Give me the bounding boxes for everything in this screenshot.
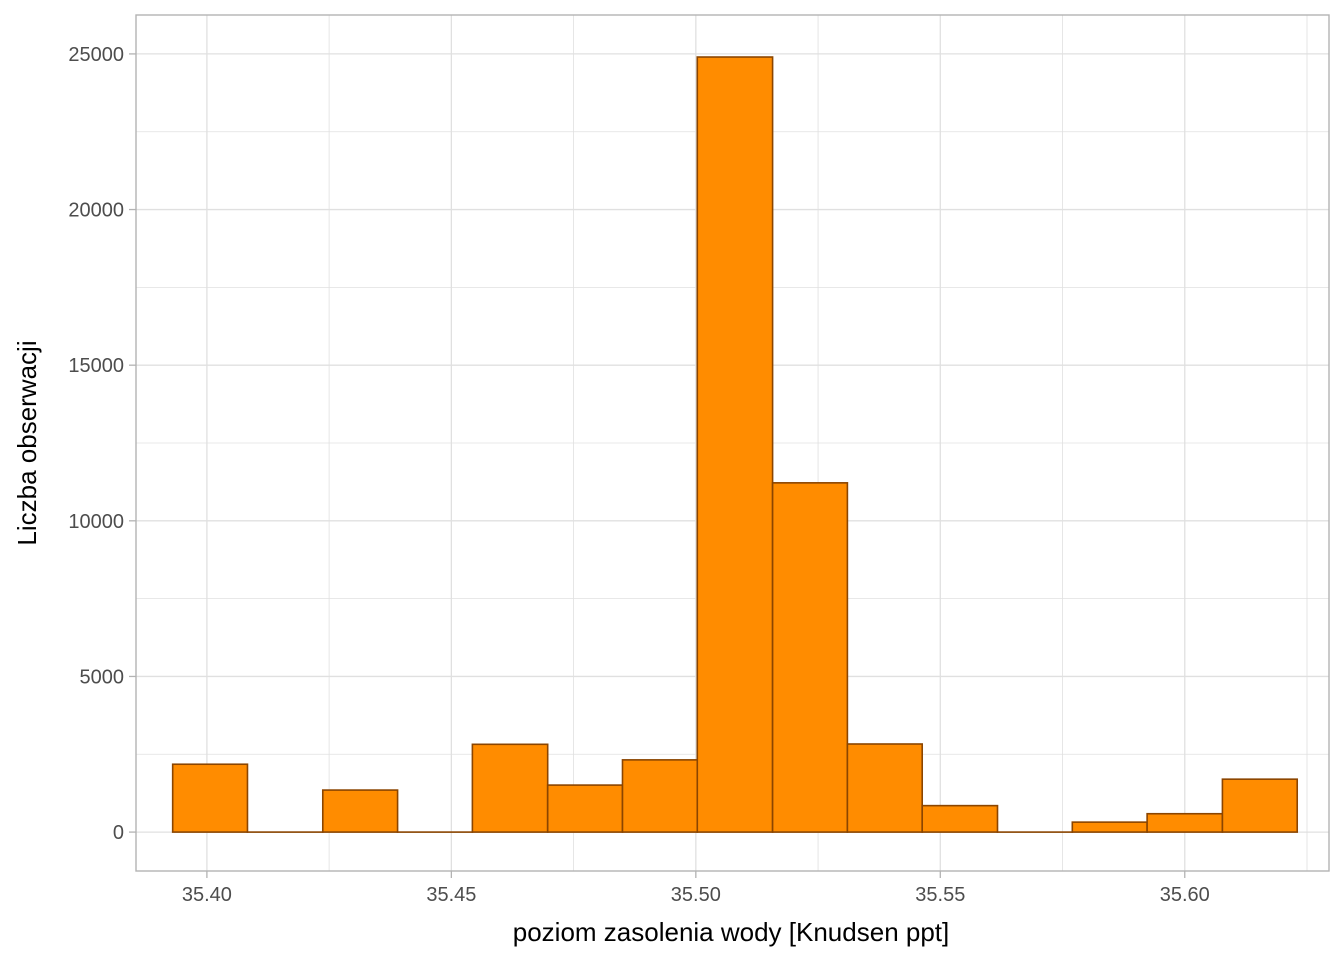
x-tick-label: 35.55 [915,884,965,906]
y-tick-label: 5000 [80,666,125,688]
y-tick-label: 0 [113,822,124,844]
histogram-bar [846,743,924,833]
histogram-bar [471,743,549,833]
x-axis-ticks: 35.40 35.45 35.50 35.55 35.60 [182,871,1210,906]
y-tick-label: 25000 [68,44,124,66]
histogram-bar [1071,821,1148,833]
histogram-bars [171,56,1299,833]
histogram-bar [546,784,624,833]
y-tick-label: 10000 [68,511,124,533]
x-tick-label: 35.40 [182,884,232,906]
y-tick-label: 20000 [68,200,124,222]
histogram-bar [771,482,849,833]
y-axis-ticks: 0 5000 10000 15000 20000 25000 [68,44,136,844]
x-tick-label: 35.50 [671,884,721,906]
y-axis-title: Liczba obserwacji [12,340,42,545]
x-axis-title: poziom zasolenia wody [Knudsen ppt] [513,917,950,947]
histogram-bar [921,804,999,833]
histogram-bar [696,56,774,833]
panel-border [135,14,1330,872]
histogram-bar [321,789,399,833]
x-tick-label: 35.60 [1160,884,1210,906]
histogram-bar [171,763,249,833]
y-tick-label: 15000 [68,355,124,377]
histogram-bar [1221,778,1299,833]
x-tick-label: 35.45 [426,884,476,906]
histogram-bar [1146,812,1224,833]
histogram-bar [621,759,699,833]
